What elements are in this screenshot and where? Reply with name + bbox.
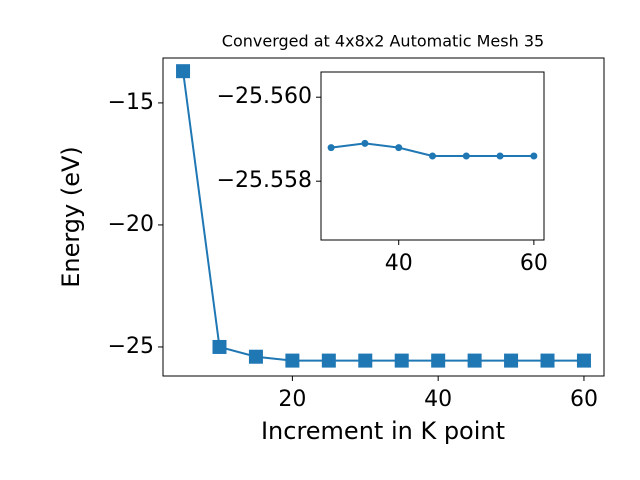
chart-title: Converged at 4x8x2 Automatic Mesh 35 [222, 32, 544, 51]
x-axis-label: Increment in K point [261, 417, 505, 445]
data-point [248, 349, 263, 364]
data-point [576, 353, 591, 368]
data-point [358, 353, 373, 368]
data-point [429, 152, 436, 160]
data-point [395, 144, 403, 152]
data-point [212, 339, 227, 354]
x-tick-label: 20 [278, 387, 306, 412]
y-tick-label: −25 [108, 334, 154, 359]
y-tick-label: −25.560 [217, 84, 312, 109]
data-point [467, 353, 482, 368]
data-point [321, 353, 336, 368]
data-point [394, 353, 409, 368]
y-axis-label: Energy (eV) [57, 146, 85, 288]
data-point [496, 152, 504, 160]
x-tick-label: 60 [520, 251, 548, 276]
data-point [431, 353, 446, 368]
y-tick-label: −15 [108, 90, 154, 115]
data-point [176, 64, 191, 79]
data-point [540, 353, 555, 368]
data-point [361, 139, 369, 147]
x-tick-label: 40 [424, 387, 452, 412]
y-tick-label: −25.558 [217, 168, 312, 193]
data-point [327, 144, 335, 152]
data-point [530, 152, 538, 160]
x-tick-label: 40 [385, 251, 413, 276]
data-point [504, 353, 519, 368]
x-tick-label: 60 [570, 387, 598, 412]
data-point [285, 353, 300, 368]
y-tick-label: −20 [108, 212, 154, 237]
data-point [462, 152, 470, 160]
